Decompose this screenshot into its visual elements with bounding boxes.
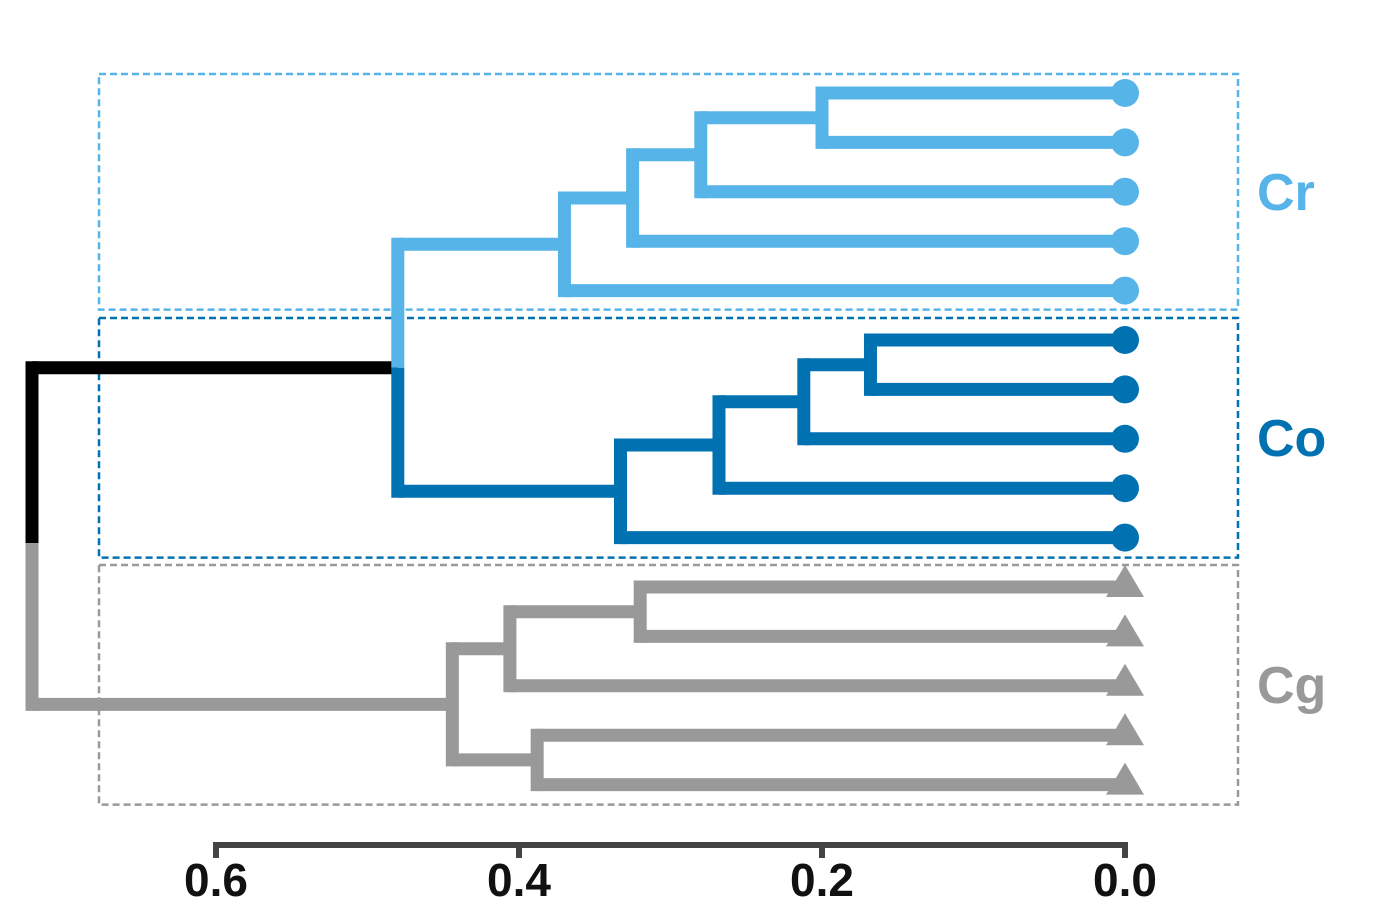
- leaf-marker-circle: [1111, 128, 1139, 157]
- leaf-marker-circle: [1111, 79, 1139, 107]
- group-label-cr: Cr: [1257, 164, 1315, 222]
- group-box-co: [97, 316, 1240, 559]
- leaf-marker-circle: [1111, 177, 1139, 206]
- leaf-marker-circle: [1111, 424, 1139, 453]
- axis-tick-label: 0.0: [1093, 854, 1157, 906]
- group-box-cr: [97, 72, 1240, 311]
- leaf-marker-triangle: [1106, 713, 1144, 746]
- x-axis: 0.6 0.4 0.2 0.0: [184, 842, 1157, 906]
- group-boxes: [97, 72, 1240, 806]
- leaf-marker-triangle: [1106, 762, 1144, 795]
- leaf-marker-circle: [1111, 523, 1139, 552]
- leaf-marker-circle: [1111, 474, 1139, 503]
- leaf-markers: [1106, 79, 1144, 795]
- axis-tick-label: 0.6: [184, 854, 248, 906]
- leaf-marker-circle: [1111, 276, 1139, 305]
- axis-tick-label: 0.4: [487, 854, 551, 906]
- group-labels: Cr Co Cg: [1257, 164, 1326, 715]
- branches: [25, 86, 1125, 792]
- group-label-cg: Cg: [1257, 657, 1326, 715]
- group-box-cg: [97, 563, 1240, 806]
- leaf-marker-circle: [1111, 375, 1139, 404]
- leaf-marker-triangle: [1106, 614, 1144, 647]
- group-label-co: Co: [1257, 410, 1326, 468]
- leaf-marker-circle: [1111, 326, 1139, 354]
- leaf-marker-triangle: [1106, 663, 1144, 696]
- leaf-marker-triangle: [1106, 565, 1144, 597]
- leaf-marker-circle: [1111, 227, 1139, 256]
- axis-tick-label: 0.2: [790, 854, 854, 906]
